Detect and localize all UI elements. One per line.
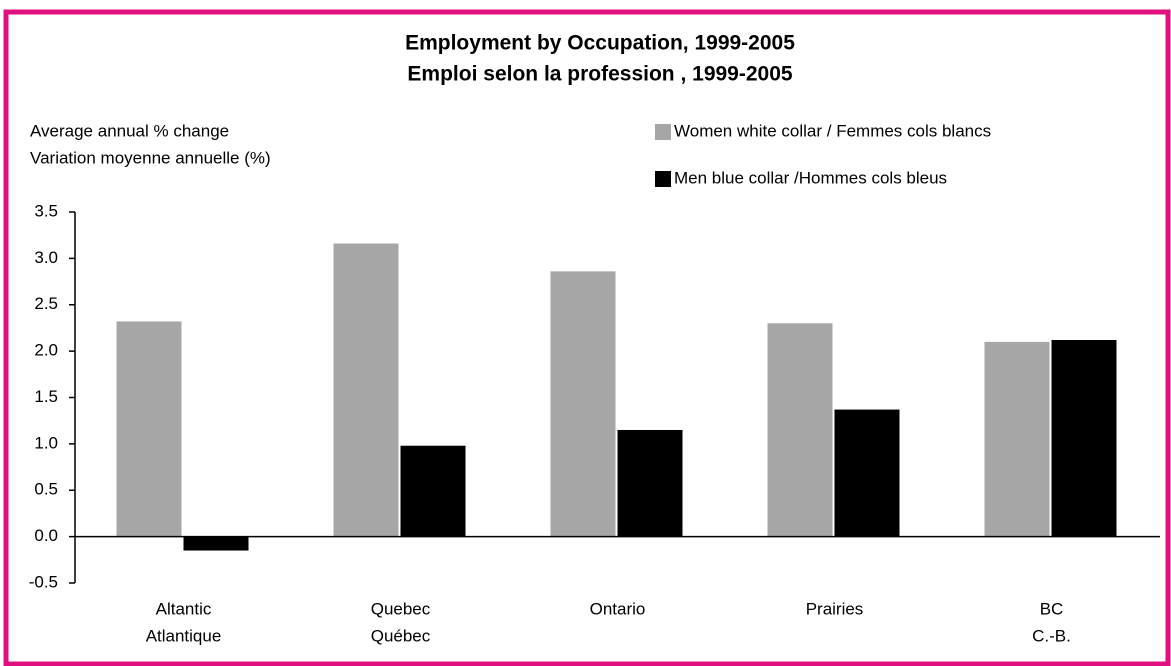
legend-swatch <box>655 171 671 187</box>
y-tick-label: 1.5 <box>34 387 58 406</box>
y-tick-label: 0.0 <box>34 526 58 545</box>
x-tick-label: BC <box>1040 599 1064 618</box>
y-tick-label: 3.0 <box>34 248 58 267</box>
x-tick-label: Prairies <box>806 599 864 618</box>
legend-label: Women white collar / Femmes cols blancs <box>674 121 991 140</box>
x-tick-label: Québec <box>371 626 431 645</box>
bar <box>984 341 1050 537</box>
bar <box>400 445 466 537</box>
y-tick-label: 2.5 <box>34 294 58 313</box>
bar <box>617 429 683 537</box>
legend-label: Men blue collar /Hommes cols bleus <box>674 168 947 187</box>
x-tick-label: Altantic <box>156 599 212 618</box>
bar <box>1051 339 1117 537</box>
y-tick-label: 3.5 <box>34 201 58 220</box>
bar <box>767 323 833 537</box>
y-tick-label: -0.5 <box>29 572 58 591</box>
y-tick-label: 0.5 <box>34 480 58 499</box>
x-tick-label: C.-B. <box>1032 626 1071 645</box>
chart-subtitle: Emploi selon la profession , 1999-2005 <box>407 63 792 86</box>
bar <box>834 409 900 537</box>
legend-swatch <box>655 124 671 140</box>
chart-title: Employment by Occupation, 1999-2005 <box>405 32 795 55</box>
bar <box>183 536 249 551</box>
x-tick-label: Ontario <box>590 599 646 618</box>
x-tick-label: Atlantique <box>146 626 222 645</box>
y-tick-label: 2.0 <box>34 341 58 360</box>
x-tick-label: Quebec <box>371 599 431 618</box>
y-axis-label: Average annual % change <box>30 121 229 140</box>
y-axis-label: Variation moyenne annuelle (%) <box>30 148 271 167</box>
bar <box>116 321 182 537</box>
frame <box>3 9 1171 666</box>
bar <box>550 271 616 537</box>
y-tick-label: 1.0 <box>34 433 58 452</box>
bar <box>333 243 399 537</box>
